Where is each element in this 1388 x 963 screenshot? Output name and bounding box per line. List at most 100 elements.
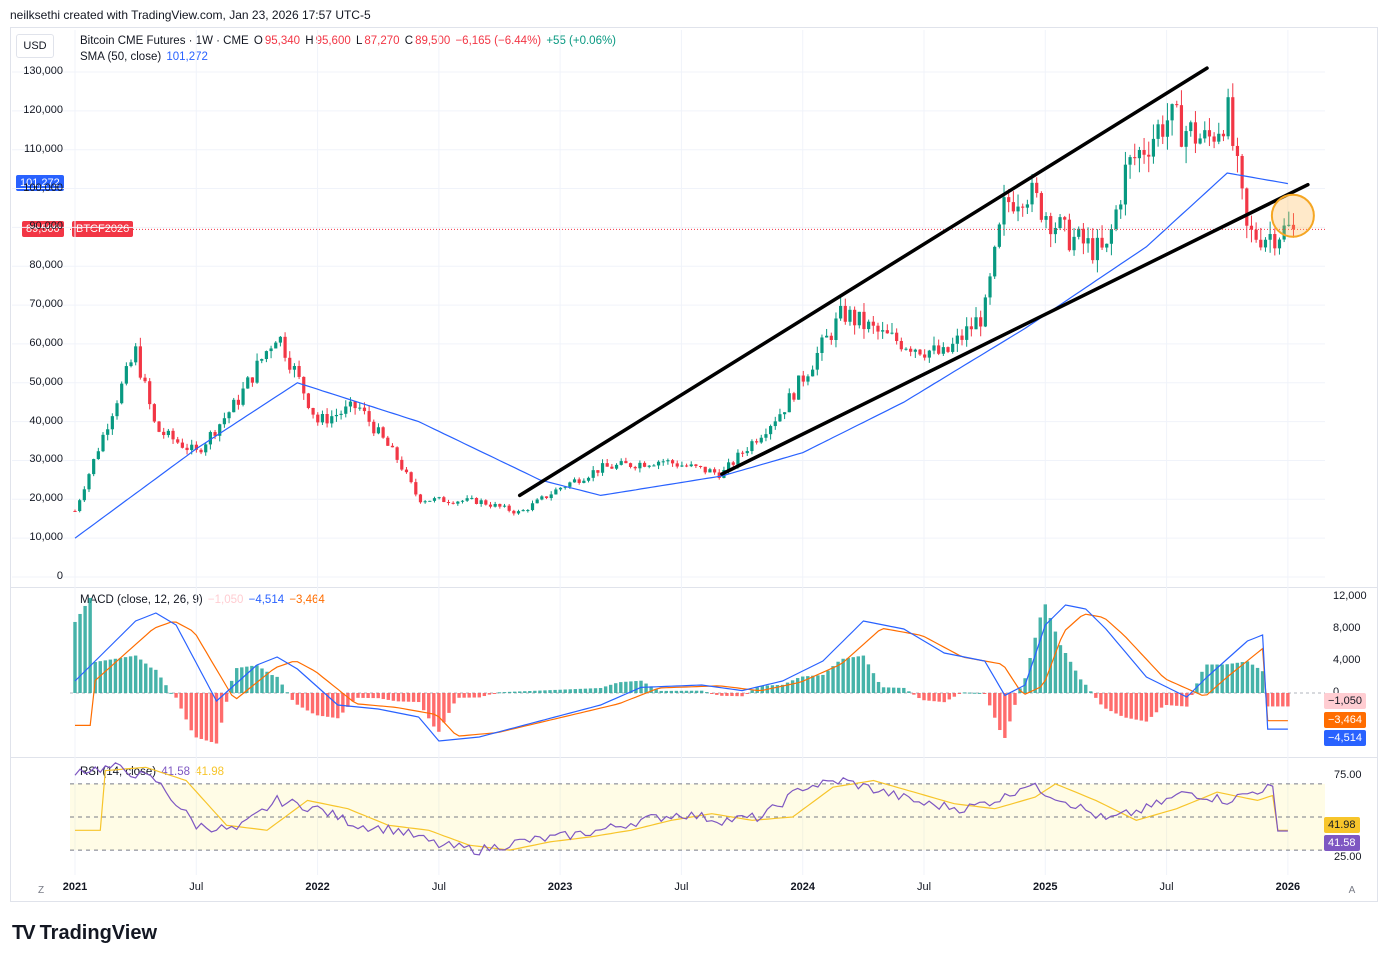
candle-body <box>1123 164 1128 205</box>
macd-histogram-bar <box>1058 645 1063 693</box>
macd-histogram-bar <box>290 693 295 700</box>
candle-body <box>1049 216 1053 235</box>
macd-histogram-bar <box>118 657 123 693</box>
time-axis-label: Jul <box>431 881 446 893</box>
auto-scale-button[interactable]: A <box>1348 885 1356 896</box>
pane-separator-macd[interactable] <box>10 587 1378 588</box>
candle-body <box>1133 157 1137 159</box>
macd-legend[interactable]: MACD (close, 12, 26, 9) −1,050 −4,514 −3… <box>80 594 327 606</box>
macd-histogram-bar <box>310 693 315 714</box>
candle-body <box>1170 104 1174 121</box>
macd-histogram-bar <box>1139 693 1144 721</box>
candle-body <box>516 511 521 514</box>
candle-body <box>904 348 908 350</box>
candle-body <box>535 499 539 504</box>
rsi-legend-ma: 41.98 <box>195 766 225 778</box>
candle-body <box>171 430 175 440</box>
macd-histogram-bar <box>487 693 492 695</box>
candle-body <box>222 418 226 425</box>
macd-histogram-bar <box>1124 693 1128 718</box>
candle-body <box>577 479 581 483</box>
rsi-axis-label: 25.00 <box>1334 851 1362 864</box>
time-axis-label: 2026 <box>1275 881 1301 893</box>
macd-histogram-bar <box>881 687 886 693</box>
macd-histogram-bar <box>801 676 805 693</box>
candle-body <box>1189 122 1193 132</box>
price-axis-label: 130,000 <box>23 65 63 77</box>
candle-body <box>288 357 292 370</box>
candle-body <box>1137 150 1142 159</box>
macd-histogram-bar <box>209 693 214 743</box>
macd-histogram-bar <box>669 690 674 693</box>
candle-body <box>558 487 563 490</box>
candle-body <box>633 466 637 469</box>
candle-body <box>1058 217 1062 229</box>
macd-histogram-bar <box>1255 667 1260 693</box>
candle-body <box>143 377 147 382</box>
pane-separator-rsi[interactable] <box>10 757 1378 758</box>
macd-histogram-bar <box>998 693 1002 731</box>
candle-body <box>871 321 875 326</box>
candle-body <box>423 501 427 503</box>
candle-body <box>344 406 348 414</box>
macd-histogram-bar <box>295 693 300 705</box>
candle-body <box>1277 239 1282 249</box>
macd-histogram-bar <box>1185 693 1189 707</box>
sma-legend[interactable]: SMA (50, close) 101,272 <box>80 51 210 63</box>
macd-histogram-bar <box>947 693 951 700</box>
candle-body <box>404 469 409 473</box>
macd-histogram-bar <box>1180 693 1184 707</box>
candle-body <box>381 427 385 438</box>
sma-price-tag: 101,272 <box>16 175 64 191</box>
macd-histogram-bar <box>1109 693 1113 712</box>
macd-histogram-bar <box>235 668 239 693</box>
macd-histogram-bar <box>103 660 108 693</box>
zoom-button[interactable]: Z <box>37 885 45 896</box>
candle-body <box>456 501 460 504</box>
candle-body <box>708 469 712 473</box>
candle-body <box>656 461 661 466</box>
candle-body <box>619 461 623 465</box>
candle-body <box>1100 237 1104 248</box>
macd-histogram-bar <box>346 693 350 707</box>
macd-histogram-bar <box>553 689 557 693</box>
macd-histogram-bar <box>664 690 668 693</box>
candle-body <box>563 486 567 488</box>
price-axis-label: 40,000 <box>29 414 63 427</box>
candle-body <box>820 337 824 353</box>
currency-button[interactable]: USD <box>16 34 54 58</box>
candle-body <box>1217 133 1221 142</box>
macd-histogram-bar <box>144 663 148 693</box>
candle-body <box>1245 188 1249 226</box>
candle-body <box>867 321 871 330</box>
rsi-legend[interactable]: RSI (14, close) 41.58 41.98 <box>80 766 226 778</box>
candle-body <box>792 393 796 400</box>
macd-histogram-bar <box>255 665 259 693</box>
macd-histogram-bar <box>563 689 567 693</box>
tradingview-footer[interactable]: TV TradingView <box>12 922 157 945</box>
time-axis-label: Jul <box>916 881 932 893</box>
candle-body <box>750 441 754 452</box>
symbol-label[interactable]: Bitcoin CME Futures · 1W · CME <box>80 35 249 47</box>
macd-histogram-bar <box>846 657 850 693</box>
candle-body <box>815 352 819 370</box>
macd-histogram-bar <box>1119 693 1123 716</box>
candle-body <box>549 494 553 499</box>
candle-body <box>1226 97 1230 137</box>
price-axis-label: 50,000 <box>29 375 63 388</box>
candle-body <box>997 224 1001 247</box>
macd-histogram-bar <box>689 690 694 693</box>
macd-histogram-bar <box>1250 664 1255 693</box>
price-axis-label: 110,000 <box>24 142 63 155</box>
macd-histogram-bar <box>598 688 603 693</box>
macd-histogram-bar <box>219 693 224 723</box>
extra-change-value: +55 (+0.06%) <box>546 35 617 47</box>
time-axis-label: 2023 <box>547 881 573 893</box>
macd-histogram-bar <box>512 691 517 693</box>
macd-histogram-bar <box>972 692 977 694</box>
candle-body <box>1053 228 1057 235</box>
candle-body <box>129 362 133 367</box>
macd-histogram-bar <box>1245 661 1250 693</box>
candle-body <box>311 407 315 415</box>
